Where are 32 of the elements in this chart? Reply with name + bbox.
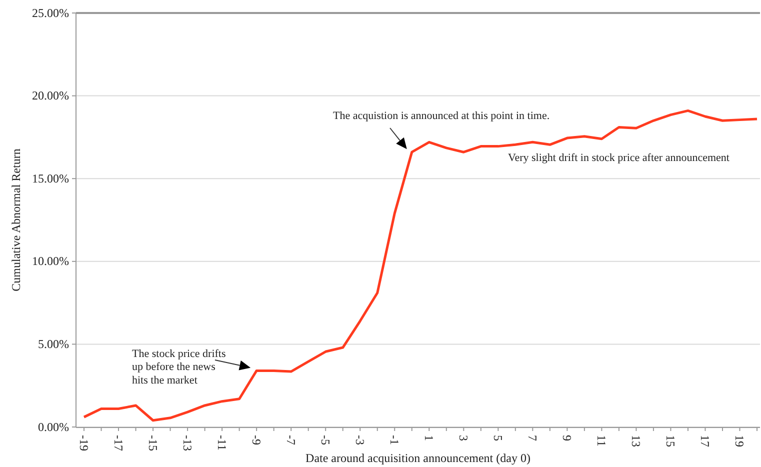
x-tick-label: 1	[422, 435, 436, 441]
x-tick-label: -9	[249, 435, 264, 445]
y-tick-label: 15.00%	[32, 171, 69, 186]
y-tick-label: 20.00%	[32, 88, 69, 103]
x-tick-label: 7	[525, 435, 540, 441]
x-tick-label: -3	[352, 435, 367, 445]
x-tick-label: -15	[146, 435, 160, 451]
x-tick-label: -17	[111, 435, 126, 451]
annotation: The stock price drifts up before the news hits the market	[132, 348, 226, 386]
annotation: Very slight drift in stock price after announcement	[508, 152, 730, 164]
y-axis-title: Cumulative Abnormal Return	[9, 148, 23, 292]
line-series	[82, 109, 758, 422]
y-tick-label: 10.00%	[32, 254, 69, 268]
x-tick-label: 9	[560, 435, 574, 441]
x-tick-label: -7	[284, 435, 298, 445]
x-tick-label: 13	[629, 435, 644, 447]
x-axis-title: Date around acquisition announcement (day 0)	[306, 451, 530, 465]
x-tick-label: 19	[732, 435, 747, 447]
x-tick-label: 17	[698, 435, 712, 447]
x-tick-label: 11	[594, 435, 608, 447]
x-tick-label: -13	[180, 435, 194, 451]
y-tick-label: 25.00%	[32, 6, 69, 20]
x-tick-label: 15	[664, 435, 678, 447]
x-tick-label: -11	[214, 435, 229, 451]
y-tick-label: 5.00%	[38, 337, 69, 352]
x-tick-label: -19	[76, 435, 91, 451]
y-tick-label: 0.00%	[38, 420, 69, 434]
annotation: The acquistion is announced at this point in time.	[333, 110, 550, 122]
x-tick-label: -5	[318, 435, 332, 445]
x-tick-label: -1	[387, 435, 402, 445]
x-tick-label: 5	[490, 435, 505, 441]
x-tick-label: 3	[456, 435, 470, 441]
